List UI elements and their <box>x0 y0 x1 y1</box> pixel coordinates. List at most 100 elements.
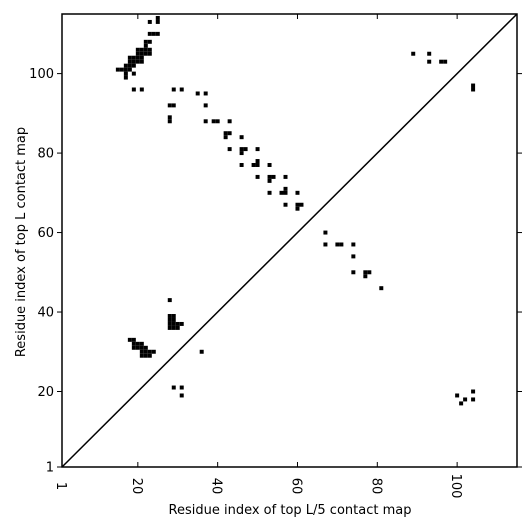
contact-point-top-l <box>131 59 136 64</box>
y-tick-label: 20 <box>37 385 54 400</box>
contact-point-top-l <box>203 119 208 124</box>
contact-point-top-l <box>411 51 416 56</box>
contact-point-top-l <box>267 174 272 179</box>
contact-point-top-l <box>147 19 152 24</box>
contact-point-top-l <box>127 63 132 68</box>
contact-point-top-l <box>119 67 124 72</box>
contact-point-top-l <box>363 270 368 275</box>
contact-point-top-l <box>227 119 232 124</box>
contact-point-top-l <box>167 119 172 124</box>
contact-point-top-l <box>351 254 356 259</box>
contact-point-top-l <box>427 51 432 56</box>
contact-point-top-l <box>131 71 136 76</box>
contact-point-top-l <box>143 43 148 48</box>
contact-point-top-l5 <box>131 345 136 350</box>
contact-point-top-l5 <box>179 321 184 326</box>
contact-point-top-l <box>139 51 144 56</box>
contact-point-top-l <box>283 186 288 191</box>
contact-point-top-l5 <box>171 314 176 318</box>
contact-point-top-l <box>239 147 244 152</box>
contact-point-top-l <box>427 59 432 64</box>
contact-point-top-l <box>251 163 256 167</box>
contact-point-top-l5 <box>139 341 144 346</box>
contact-point-top-l <box>131 63 136 68</box>
contact-point-top-l5 <box>175 321 180 326</box>
contact-point-top-l <box>255 163 260 167</box>
contact-point-top-l <box>127 59 132 64</box>
contact-point-top-l <box>243 147 248 152</box>
contact-point-top-l <box>135 55 140 60</box>
contact-point-top-l <box>147 31 152 36</box>
contact-point-top-l <box>131 55 136 60</box>
contact-point-top-l <box>143 39 148 44</box>
contact-points <box>115 15 476 406</box>
contact-point-top-l5 <box>143 345 148 350</box>
x-tick-label: 1 <box>53 482 68 490</box>
contact-point-top-l5 <box>139 345 144 350</box>
contact-point-top-l <box>123 75 128 80</box>
contact-point-top-l <box>143 47 148 52</box>
contact-point-top-l <box>283 174 288 179</box>
contact-point-top-l <box>127 67 132 72</box>
contact-point-top-l5 <box>131 341 136 346</box>
contact-point-top-l <box>255 174 260 179</box>
contact-point-top-l <box>139 59 144 64</box>
contact-point-top-l <box>267 190 272 195</box>
contact-point-top-l <box>167 115 172 120</box>
contact-point-top-l <box>255 147 260 152</box>
contact-point-top-l5 <box>151 349 156 354</box>
contact-point-top-l5 <box>171 385 176 390</box>
contact-point-top-l <box>139 47 144 52</box>
contact-point-top-l <box>147 51 152 56</box>
contact-point-top-l5 <box>147 349 152 354</box>
y-tick-label: 60 <box>37 226 54 241</box>
contact-point-top-l5 <box>139 349 144 354</box>
contact-point-top-l <box>131 87 136 92</box>
contact-point-top-l <box>115 67 120 72</box>
contact-point-top-l <box>147 39 152 44</box>
x-axis-ticks: 1 20 40 60 80 100 <box>53 14 463 498</box>
contact-point-top-l5 <box>135 345 140 350</box>
contact-point-top-l <box>295 202 300 207</box>
contact-point-top-l <box>139 55 144 60</box>
contact-point-top-l <box>267 163 272 167</box>
contact-point-top-l <box>271 174 276 179</box>
x-tick-label: 60 <box>289 478 304 495</box>
contact-point-top-l <box>267 178 272 183</box>
contact-point-top-l <box>123 63 128 68</box>
contact-point-top-l <box>171 103 176 108</box>
contact-point-top-l5 <box>199 349 204 354</box>
contact-point-top-l <box>215 119 220 124</box>
contact-point-top-l <box>135 47 140 52</box>
contact-point-top-l5 <box>127 337 132 342</box>
contact-point-top-l <box>239 163 244 167</box>
contact-point-top-l <box>439 59 444 64</box>
contact-point-top-l <box>255 159 260 164</box>
contact-point-top-l5 <box>167 298 172 303</box>
x-tick-label: 40 <box>209 478 224 495</box>
y-axis-ticks: 1 20 40 60 80 100 <box>29 67 522 476</box>
contact-point-top-l <box>155 31 160 36</box>
contact-point-top-l5 <box>143 353 148 358</box>
contact-point-top-l <box>211 119 216 124</box>
contact-point-top-l <box>135 51 140 56</box>
contact-point-top-l <box>155 19 160 24</box>
contact-point-top-l <box>171 87 176 92</box>
contact-point-top-l <box>195 91 200 96</box>
contact-point-top-l <box>279 190 284 195</box>
contact-point-top-l5 <box>455 393 460 398</box>
contact-point-top-l5 <box>179 385 184 390</box>
contact-point-top-l <box>379 286 384 291</box>
contact-point-top-l5 <box>143 349 148 354</box>
contact-point-top-l <box>155 15 160 20</box>
contact-point-top-l5 <box>167 325 172 330</box>
contact-point-top-l5 <box>139 353 144 358</box>
y-tick-label: 1 <box>46 461 54 476</box>
contact-point-top-l <box>367 270 372 275</box>
contact-point-top-l5 <box>147 353 152 358</box>
x-tick-label: 20 <box>129 478 144 495</box>
contact-point-top-l5 <box>175 325 180 330</box>
contact-point-top-l <box>339 242 344 247</box>
y-axis-label: Residue index of top L contact map <box>14 127 29 357</box>
